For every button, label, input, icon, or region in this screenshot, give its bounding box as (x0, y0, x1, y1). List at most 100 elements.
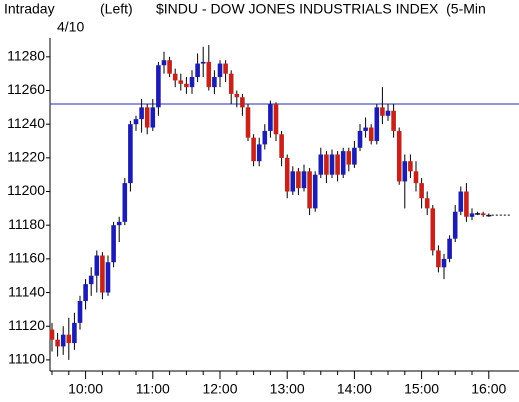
candle-body (385, 110, 391, 116)
candle-body (172, 73, 178, 81)
x-tick-label: 10:00 (68, 381, 103, 397)
x-tick-label: 16:00 (471, 381, 506, 397)
candle-body (374, 107, 380, 142)
candle-body (251, 137, 256, 162)
x-tick-label: 12:00 (202, 381, 237, 397)
candle-body (402, 161, 408, 182)
candle-body (83, 284, 88, 301)
period-label: Intraday (4, 1, 55, 17)
candle-body (413, 171, 419, 184)
candle-body (66, 334, 72, 344)
candle-body (480, 213, 486, 216)
candle-body (419, 183, 424, 199)
x-tick-label: 11:00 (136, 381, 170, 397)
y-tick-label: 11120 (8, 317, 45, 333)
candle-body (184, 83, 189, 88)
candle-body (391, 110, 396, 131)
candle-body (324, 154, 329, 175)
candle-body (167, 60, 172, 74)
candle-body (156, 65, 161, 108)
candle-body (363, 127, 368, 131)
axis-side-label: (Left) (100, 1, 133, 17)
candle-body (111, 225, 116, 263)
candle-body (296, 171, 301, 189)
candle-body (469, 213, 475, 217)
candle-body (262, 130, 268, 145)
y-tick-label: 11240 (7, 115, 45, 131)
candle-body (335, 154, 340, 175)
candle-body (122, 183, 128, 222)
candle-body (55, 339, 60, 347)
candle-body (312, 174, 318, 209)
candle-body (396, 130, 402, 182)
candle-body (72, 322, 77, 344)
candle-body (329, 154, 335, 175)
candle-body (290, 171, 296, 192)
candle-body (178, 80, 184, 84)
candle-body (452, 211, 458, 239)
candle-body (144, 107, 150, 128)
candle-body (340, 151, 346, 175)
candle-body (424, 198, 430, 209)
y-tick-label: 11160 (8, 250, 45, 266)
candle-body (318, 154, 324, 175)
candle-body (464, 191, 469, 217)
candle-body (223, 63, 228, 74)
candle-body (94, 255, 100, 276)
y-tick-label: 11100 (8, 351, 45, 367)
candle-body (256, 144, 262, 162)
chart-title: $INDU - DOW JONES INDUSTRIALS INDEX (5-M… (156, 1, 486, 17)
candle-body (161, 60, 167, 66)
candle-body (133, 119, 139, 125)
candle-body (189, 77, 195, 88)
date-label: 4/10 (57, 19, 84, 35)
candle-body (240, 97, 245, 108)
candle-body (245, 107, 251, 138)
candle-body (195, 63, 200, 78)
candle-body (100, 255, 105, 293)
candle-body (77, 300, 83, 323)
candle-body (486, 214, 492, 217)
candle-body (301, 171, 307, 189)
y-tick-label: 11140 (8, 283, 45, 299)
candle-body (368, 127, 374, 142)
candle-body (60, 334, 66, 347)
y-tick-label: 11180 (8, 216, 45, 232)
candle-body (150, 107, 156, 128)
candle-body (284, 157, 290, 192)
x-tick-label: 14:00 (337, 381, 372, 397)
y-tick-label: 11260 (7, 81, 45, 97)
candle-body (475, 213, 481, 215)
candle-body (436, 250, 441, 268)
candle-body (352, 147, 357, 165)
candle-body (206, 61, 212, 88)
candle-body (105, 262, 111, 293)
candle-body (279, 134, 284, 158)
candle-body (49, 329, 55, 340)
candle-body (200, 61, 206, 64)
y-tick-label: 11200 (7, 182, 45, 198)
x-tick-label: 13:00 (270, 381, 305, 397)
candle-body (458, 191, 464, 212)
candle-body (357, 130, 363, 148)
candle-body (212, 77, 217, 88)
candle-body (228, 73, 234, 94)
candle-body (273, 103, 279, 135)
candle-body (88, 275, 94, 285)
candle-body (307, 171, 312, 209)
x-tick-label: 15:00 (404, 381, 439, 397)
candle-body (408, 161, 413, 172)
candle-body (268, 103, 273, 131)
candle-body (430, 208, 436, 251)
candle-body (380, 107, 385, 116)
y-tick-label: 11280 (7, 48, 45, 64)
candle-body (234, 93, 240, 98)
candle-body (116, 221, 122, 226)
candle-body (441, 258, 447, 268)
candle-body (217, 63, 223, 78)
y-tick-label: 11220 (7, 149, 45, 165)
candle-body (128, 124, 133, 184)
candle-body (139, 107, 144, 120)
